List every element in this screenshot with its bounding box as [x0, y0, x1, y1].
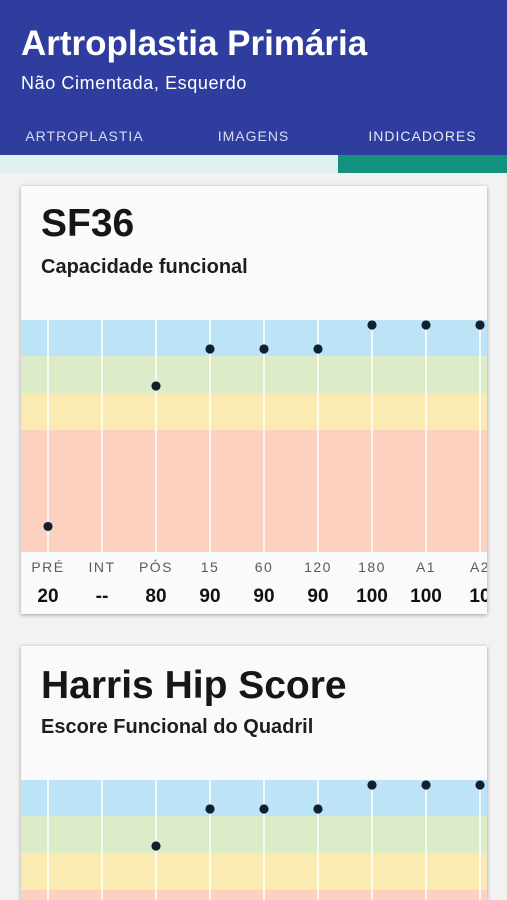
tab-indicator [338, 155, 507, 173]
data-point[interactable] [475, 320, 485, 330]
score-value: 90 [199, 586, 221, 607]
data-point[interactable] [151, 381, 161, 391]
page-subtitle: Não Cimentada, Esquerdo [21, 73, 247, 93]
score-band [21, 780, 487, 816]
x-label: 180 [358, 559, 386, 575]
score-band [21, 430, 487, 552]
data-point[interactable] [475, 780, 485, 790]
card-title: Harris Hip Score [41, 664, 347, 707]
score-value: 100 [356, 586, 388, 607]
card-subtitle: Capacidade funcional [41, 256, 248, 278]
score-chart [21, 320, 487, 552]
x-label: PRÉ [31, 559, 65, 575]
data-point[interactable] [259, 804, 269, 814]
tab-artroplastia[interactable]: ARTROPLASTIA [25, 128, 144, 144]
tab-indicadores[interactable]: INDICADORES [368, 128, 477, 144]
score-value: 90 [253, 586, 275, 607]
indicator-card-harris[interactable]: Harris Hip Score Escore Funcional do Qua… [21, 646, 487, 900]
score-value: 20 [37, 586, 59, 607]
page-title: Artroplastia Primária [21, 24, 368, 63]
score-value: 90 [307, 586, 329, 607]
x-label: A2 [469, 559, 487, 575]
x-label: INT [88, 559, 116, 575]
score-value: 10 [469, 586, 487, 607]
indicator-card-sf36[interactable]: SF36 Capacidade funcional PRÉ INT PÓS 15 60 1… [21, 186, 487, 614]
data-point[interactable] [421, 320, 431, 330]
score-band [21, 393, 487, 430]
data-point[interactable] [151, 841, 161, 851]
x-label: PÓS [138, 559, 174, 575]
score-band [21, 356, 487, 393]
score-value: -- [95, 586, 109, 607]
data-point[interactable] [367, 780, 377, 790]
x-label: A1 [415, 559, 437, 575]
score-values: 20 -- 80 90 90 90 100 100 10 [21, 586, 487, 612]
data-point[interactable] [367, 320, 377, 330]
tab-bar: ARTROPLASTIA IMAGENS INDICADORES [0, 118, 507, 156]
score-value: 100 [410, 586, 442, 607]
data-point[interactable] [205, 804, 215, 814]
tab-imagens[interactable]: IMAGENS [217, 128, 290, 144]
x-label: 120 [304, 559, 332, 575]
data-point[interactable] [313, 804, 323, 814]
score-band [21, 320, 487, 356]
data-point[interactable] [421, 780, 431, 790]
x-axis-labels: PRÉ INT PÓS 15 60 120 180 A1 A2 [21, 559, 487, 579]
x-label: 15 [200, 559, 220, 575]
card-title: SF36 [41, 202, 135, 245]
score-band [21, 816, 487, 853]
data-point[interactable] [313, 344, 323, 354]
x-label: 60 [254, 559, 274, 575]
score-band [21, 890, 487, 900]
score-value: 80 [145, 586, 167, 607]
app-bar: Artroplastia Primária Não Cimentada, Esq… [0, 0, 507, 173]
data-point[interactable] [259, 344, 269, 354]
data-point[interactable] [43, 521, 53, 532]
score-band [21, 853, 487, 890]
data-point[interactable] [205, 344, 215, 354]
score-chart [21, 780, 487, 900]
card-subtitle: Escore Funcional do Quadril [41, 716, 314, 738]
